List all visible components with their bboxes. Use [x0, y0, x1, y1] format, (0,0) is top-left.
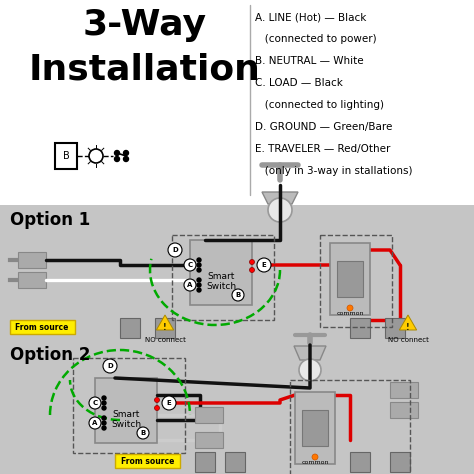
Bar [172, 235, 274, 320]
Text: A. LINE (Hot) — Black: A. LINE (Hot) — Black [255, 12, 366, 22]
Bar [295, 392, 335, 464]
Bar [225, 452, 245, 472]
Circle shape [102, 421, 106, 425]
Circle shape [197, 263, 201, 267]
Circle shape [197, 268, 201, 272]
Bar [350, 452, 370, 472]
Circle shape [162, 396, 176, 410]
Text: Option 1: Option 1 [10, 211, 90, 229]
Bar [385, 318, 405, 338]
Circle shape [102, 406, 106, 410]
Circle shape [197, 288, 201, 292]
Circle shape [102, 401, 106, 405]
Text: A: A [92, 420, 98, 426]
Text: D: D [107, 363, 113, 369]
Bar [195, 407, 223, 423]
Circle shape [197, 283, 201, 287]
Text: (only in 3-way in stallations): (only in 3-way in stallations) [255, 166, 412, 176]
Text: B. NEUTRAL — White: B. NEUTRAL — White [255, 56, 364, 66]
Circle shape [232, 289, 244, 301]
Text: From source: From source [121, 456, 175, 465]
Text: B: B [63, 151, 69, 161]
Text: Option 2: Option 2 [10, 346, 91, 364]
Bar [330, 243, 370, 315]
Circle shape [249, 259, 255, 264]
Bar [302, 410, 328, 446]
Text: From source: From source [15, 322, 69, 331]
Text: !: ! [406, 322, 410, 331]
Polygon shape [294, 346, 326, 360]
Bar [18, 252, 46, 268]
Text: (connected to lighting): (connected to lighting) [255, 100, 384, 110]
Bar [195, 432, 223, 448]
Circle shape [197, 258, 201, 262]
Text: Smart
Switch: Smart Switch [206, 272, 236, 292]
Text: E. TRAVELER — Red/Other: E. TRAVELER — Red/Other [255, 144, 391, 154]
Circle shape [115, 151, 119, 155]
Circle shape [137, 427, 149, 439]
Text: D. GROUND — Green/Bare: D. GROUND — Green/Bare [255, 122, 392, 132]
Circle shape [102, 396, 106, 400]
Bar [115, 454, 180, 468]
Bar [337, 261, 363, 297]
Bar [390, 382, 418, 398]
Bar [120, 318, 140, 338]
Circle shape [155, 405, 159, 410]
Text: A: A [187, 282, 193, 288]
Text: (connected to power): (connected to power) [255, 34, 377, 44]
Circle shape [124, 151, 128, 155]
Bar [0, 205, 474, 340]
Bar [290, 380, 410, 474]
Bar [95, 378, 157, 443]
Text: B: B [140, 430, 146, 436]
Circle shape [115, 156, 119, 162]
Bar [190, 240, 252, 305]
Circle shape [102, 426, 106, 430]
Bar [18, 272, 46, 288]
Text: NO connect: NO connect [388, 337, 428, 343]
Bar [390, 402, 418, 418]
Text: C: C [187, 262, 192, 268]
Circle shape [155, 398, 159, 402]
Bar [0, 340, 474, 474]
Text: common: common [301, 460, 329, 465]
Circle shape [312, 454, 318, 460]
Bar [55, 143, 77, 169]
Bar [0, 0, 474, 205]
Text: Installation: Installation [29, 52, 261, 86]
Text: C: C [92, 400, 98, 406]
Circle shape [102, 416, 106, 420]
Circle shape [197, 278, 201, 282]
Polygon shape [262, 192, 298, 204]
Text: E: E [167, 400, 172, 406]
Bar [320, 235, 392, 327]
Bar [10, 320, 75, 334]
Text: D: D [172, 247, 178, 253]
Bar [73, 358, 185, 453]
Bar [195, 452, 215, 472]
Bar [155, 318, 175, 338]
Text: !: ! [163, 322, 167, 331]
Text: NO connect: NO connect [145, 337, 185, 343]
Circle shape [347, 305, 353, 311]
Text: B: B [236, 292, 241, 298]
Circle shape [184, 259, 196, 271]
Circle shape [168, 243, 182, 257]
Circle shape [89, 417, 101, 429]
Circle shape [268, 198, 292, 222]
Text: Smart
Switch: Smart Switch [111, 410, 141, 429]
Circle shape [257, 258, 271, 272]
Circle shape [89, 397, 101, 409]
Circle shape [184, 279, 196, 291]
Circle shape [103, 359, 117, 373]
Circle shape [299, 359, 321, 381]
Text: C. LOAD — Black: C. LOAD — Black [255, 78, 343, 88]
Bar [350, 318, 370, 338]
Text: E: E [262, 262, 266, 268]
Bar [390, 452, 410, 472]
Text: 3-Way: 3-Way [83, 8, 207, 42]
Text: common: common [336, 311, 364, 316]
Circle shape [124, 156, 128, 162]
Circle shape [249, 267, 255, 273]
